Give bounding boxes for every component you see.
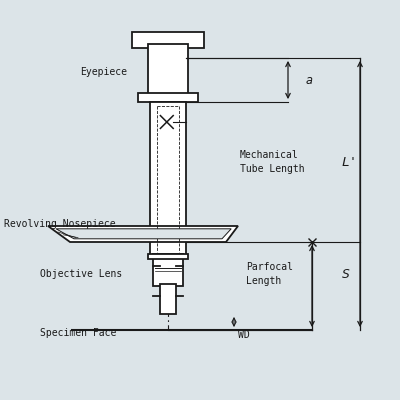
Bar [148,44,188,96]
Text: Eyepiece: Eyepiece [80,67,127,77]
Bar [153,254,183,286]
Bar [160,284,176,314]
Text: Specimen Face: Specimen Face [40,328,116,338]
Text: Revolving Nosepiece: Revolving Nosepiece [4,219,116,229]
Text: Mechanical
Tube Length: Mechanical Tube Length [240,150,305,174]
Text: WD: WD [238,330,250,340]
Bar [138,93,198,102]
Bar [148,254,188,259]
Text: S: S [342,268,350,280]
Bar [150,102,186,256]
Bar [132,32,204,48]
Text: Parfocal
Length: Parfocal Length [246,262,293,286]
Text: L': L' [342,156,358,168]
Polygon shape [48,226,238,242]
Polygon shape [56,229,231,239]
Text: Objective Lens: Objective Lens [40,269,122,279]
Text: a: a [306,74,313,86]
